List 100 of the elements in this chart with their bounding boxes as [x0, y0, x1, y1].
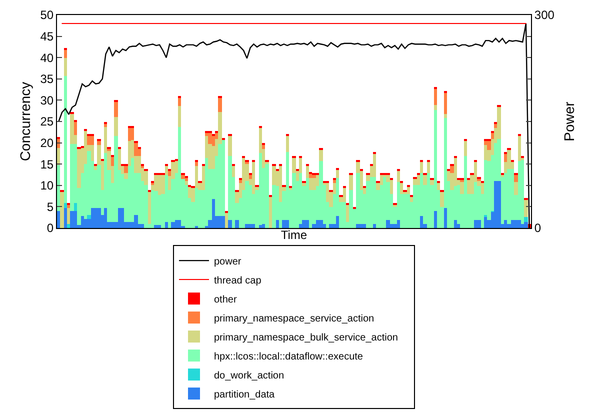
- bar: [390, 179, 393, 194]
- bar: [366, 181, 370, 228]
- bar: [91, 208, 94, 228]
- bar: [397, 220, 400, 228]
- bar: [484, 145, 487, 160]
- bar: [464, 156, 467, 228]
- bar: [235, 220, 239, 228]
- y-tick-label: 45: [40, 30, 54, 44]
- bar: [141, 224, 144, 228]
- bar: [450, 166, 454, 173]
- bar: [494, 124, 497, 128]
- bar: [514, 175, 518, 182]
- bar: [511, 169, 514, 220]
- y-tick-label: 25: [40, 114, 54, 129]
- bar: [309, 178, 312, 190]
- bar: [518, 220, 521, 228]
- bar: [349, 190, 353, 228]
- bar: [276, 220, 279, 228]
- bar: [329, 224, 333, 228]
- bar: [212, 199, 215, 228]
- bar: [497, 107, 501, 139]
- y-tick-label: 50: [40, 8, 54, 22]
- bar: [524, 217, 528, 222]
- bar: [363, 224, 366, 228]
- bar: [259, 153, 262, 225]
- legend-label: do_work_action: [214, 370, 284, 382]
- legend-label: thread cap: [214, 275, 262, 286]
- bar: [265, 164, 269, 228]
- bar: [346, 204, 349, 222]
- bar: [292, 173, 296, 228]
- bar: [454, 220, 457, 228]
- bar: [319, 161, 323, 220]
- bar: [316, 174, 319, 186]
- bar: [218, 98, 222, 112]
- bar: [131, 128, 134, 140]
- bar: [87, 136, 91, 145]
- bar: [128, 141, 131, 166]
- bar: [64, 208, 67, 228]
- bar: [460, 182, 464, 194]
- bar: [262, 224, 265, 228]
- bar: [437, 183, 440, 190]
- bar: [494, 181, 497, 228]
- bar: [336, 170, 339, 178]
- bar: [373, 224, 376, 228]
- bar: [87, 151, 91, 215]
- bar: [454, 157, 457, 186]
- bar: [118, 148, 121, 170]
- bar: [134, 143, 138, 156]
- legend-label: primary_namespace_service_action: [214, 313, 374, 324]
- bar: [144, 170, 148, 185]
- bar: [521, 160, 524, 224]
- bar: [77, 148, 81, 188]
- bar: [131, 158, 134, 222]
- bar: [81, 216, 84, 228]
- bar: [128, 128, 131, 141]
- bar: [259, 225, 262, 228]
- bar: [400, 183, 403, 194]
- bar: [444, 114, 447, 118]
- bar: [57, 165, 60, 211]
- bar: [390, 224, 393, 228]
- bar: [228, 220, 232, 228]
- bar: [70, 211, 74, 228]
- bar: [57, 211, 60, 228]
- bar: [393, 224, 397, 228]
- bar: [212, 136, 215, 146]
- bar: [161, 174, 165, 194]
- bar: [440, 191, 444, 207]
- bar: [302, 220, 306, 228]
- bar: [299, 173, 302, 224]
- bar: [74, 122, 77, 135]
- y-tick-label: 5: [46, 200, 54, 214]
- bar: [336, 216, 339, 228]
- bar: [286, 136, 289, 152]
- legend-label: power: [214, 256, 242, 268]
- bar: [70, 113, 74, 144]
- bar: [67, 208, 70, 224]
- bar: [188, 187, 191, 198]
- bar: [299, 224, 302, 228]
- bar: [343, 188, 346, 202]
- bar: [444, 92, 447, 114]
- bar: [407, 187, 410, 194]
- bar: [477, 220, 481, 228]
- bar: [185, 178, 188, 181]
- bar: [181, 175, 185, 179]
- x-axis-title: Time: [280, 228, 308, 242]
- legend-label: hpx::lcos::local::dataflow::execute: [214, 351, 364, 362]
- bar: [487, 140, 491, 150]
- bar: [121, 208, 124, 228]
- bar: [111, 157, 114, 166]
- bar: [464, 140, 467, 156]
- bar: [269, 196, 272, 228]
- bar: [349, 174, 353, 190]
- bar: [154, 174, 158, 191]
- bar: [249, 185, 252, 224]
- bar: [222, 139, 225, 216]
- legend-label: primary_namespace_bulk_service_action: [214, 332, 398, 344]
- bar: [383, 177, 386, 228]
- bar: [373, 153, 376, 177]
- bar: [195, 188, 198, 226]
- bar: [417, 174, 420, 185]
